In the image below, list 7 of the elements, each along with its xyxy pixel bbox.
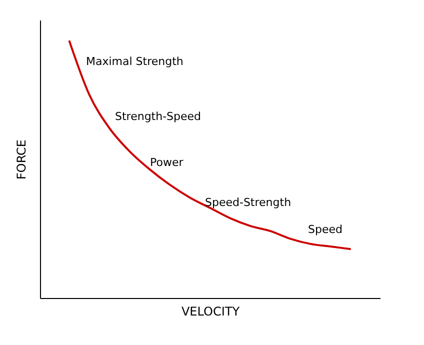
annotation: Maximal Strength — [86, 55, 184, 68]
annotation: Speed-Strength — [205, 196, 292, 209]
y-axis-title: FORCE — [14, 139, 28, 180]
x-axis-title: VELOCITY — [181, 304, 240, 318]
annotation: Speed — [308, 223, 342, 236]
annotation: Strength-Speed — [115, 110, 202, 123]
annotation: Power — [150, 156, 184, 169]
